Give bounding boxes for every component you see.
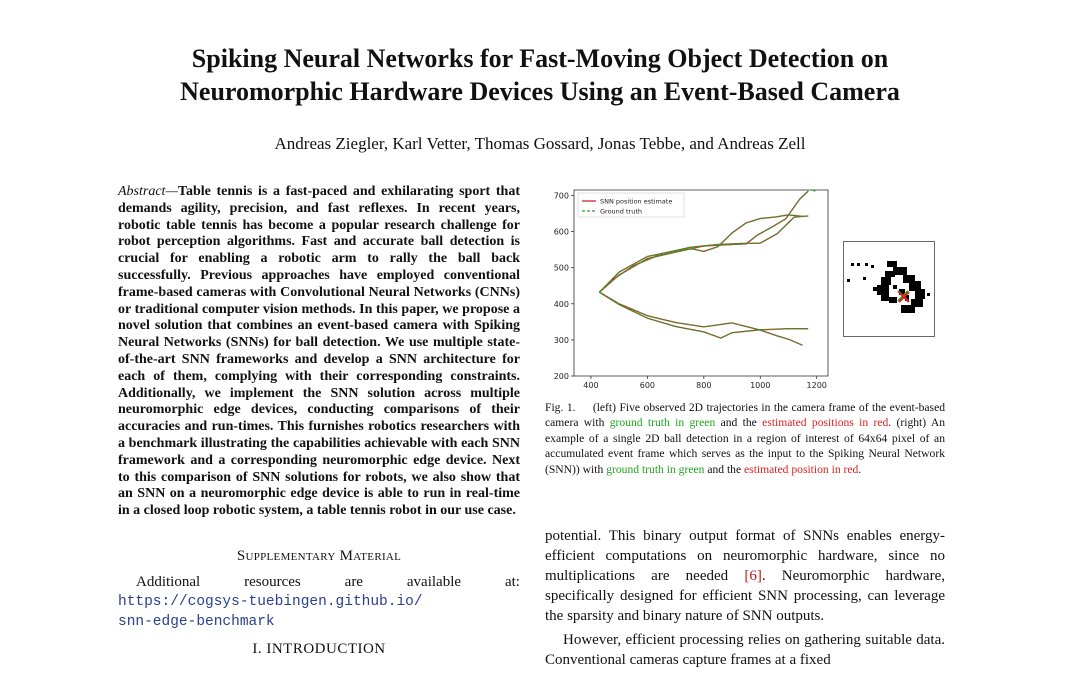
caption-estimate: estimated positions in red xyxy=(762,416,889,430)
ground-truth-trajectory xyxy=(598,215,809,293)
y-tick-label: 400 xyxy=(554,300,569,309)
y-tick-label: 300 xyxy=(554,336,569,345)
ground-truth-trajectory xyxy=(598,190,809,293)
paragraph-1: potential. This binary output format of … xyxy=(545,528,945,624)
legend-label: Ground truth xyxy=(600,208,642,216)
ground-truth-trajectory xyxy=(599,291,809,339)
estimate-trajectory xyxy=(599,291,803,346)
legend-box xyxy=(577,192,685,218)
title-line-1: Spiking Neural Networks for Fast-Moving … xyxy=(191,44,889,73)
x-tick-label: 1000 xyxy=(750,381,770,390)
estimate-trajectory xyxy=(599,291,809,339)
trajectory-chart: 400 600 800 1000 1200 200 300 400 500 600 700 SNN … xyxy=(554,189,829,390)
abstract: Abstract—Table tennis is a fast-paced an… xyxy=(118,184,520,520)
abstract-lead: Abstract— xyxy=(118,184,178,199)
x-tick-label: 600 xyxy=(640,381,655,390)
body-text-right: potential. This binary output format of … xyxy=(545,526,945,670)
caption-ground-truth-2: ground truth in green xyxy=(606,462,705,476)
author-list: Andreas Ziegler, Karl Vetter, Thomas Gos… xyxy=(274,134,806,153)
supplementary-link-line-2[interactable]: snn-edge-benchmark xyxy=(118,614,275,630)
figure-label: Fig. 1. xyxy=(545,401,576,414)
abstract-text: Table tennis is a fast-paced and exhilar… xyxy=(118,184,520,519)
introduction-heading: I. INTRODUCTION xyxy=(252,641,386,657)
event-frame-inset xyxy=(843,241,935,337)
caption-ground-truth: ground truth in green xyxy=(609,416,716,430)
figure-caption: Fig. 1. (left) Five observed 2D trajecto… xyxy=(545,401,946,476)
ground-truth-trajectory xyxy=(812,189,816,192)
y-tick-label: 700 xyxy=(554,191,569,200)
title-line-2: Neuromorphic Hardware Devices Using an E… xyxy=(180,77,900,106)
trajectory-lines xyxy=(598,189,816,346)
axis-ticks: 400 600 800 1000 1200 200 300 400 500 600 700 xyxy=(554,191,827,390)
citation-link[interactable]: [6] xyxy=(744,568,762,584)
estimate-marker xyxy=(898,291,910,303)
x-tick-label: 1200 xyxy=(807,381,827,390)
ground-truth-trajectory xyxy=(598,214,803,293)
estimate-trajectory xyxy=(598,215,809,293)
chart-legend: SNN position estimate Ground truth xyxy=(577,192,685,218)
ground-truth-trajectory xyxy=(599,291,803,346)
event-pixels xyxy=(847,261,930,313)
y-tick-label: 600 xyxy=(554,228,569,237)
legend-label: SNN position estimate xyxy=(600,198,672,206)
supplementary-text: Additional resources are available at: h… xyxy=(118,572,520,632)
supplementary-sentence: Additional resources are available at: xyxy=(136,574,520,590)
y-tick-label: 200 xyxy=(554,372,569,381)
supplementary-heading: Supplementary Material xyxy=(236,548,402,564)
x-tick-label: 400 xyxy=(583,381,598,390)
plot-frame xyxy=(573,189,829,377)
x-tick-label: 800 xyxy=(696,381,711,390)
paragraph-2: However, efficient processing relies on … xyxy=(545,632,945,668)
supplementary-link-line-1[interactable]: https://cogsys-tuebingen.github.io/ xyxy=(118,594,423,610)
y-tick-label: 500 xyxy=(554,264,569,273)
paper-title: Spiking Neural Networks for Fast-Moving … xyxy=(100,42,980,108)
caption-estimate-2: estimated position in red xyxy=(744,462,859,476)
